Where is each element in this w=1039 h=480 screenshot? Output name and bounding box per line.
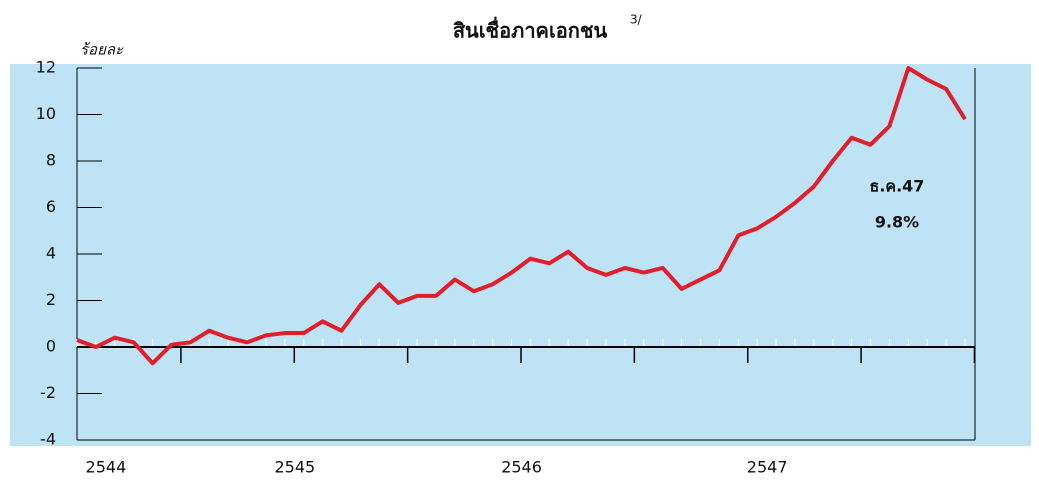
chart-title: สินเชื่อภาคเอกชน: [453, 16, 608, 43]
x-tick-label: 2546: [501, 458, 542, 477]
y-tick-label: 12: [36, 58, 56, 77]
annotation: ธ.ค.47: [870, 177, 925, 196]
x-tick-label: 2547: [747, 458, 788, 477]
annotation: 9.8%: [875, 213, 919, 232]
y-tick-label: -4: [40, 430, 56, 449]
y-tick-label: -2: [40, 383, 56, 402]
y-tick-label: 0: [46, 337, 56, 356]
y-tick-label: 4: [46, 244, 56, 263]
title-note: 3/: [630, 13, 643, 27]
x-tick-label: 2544: [86, 458, 127, 477]
x-tick-label: 2545: [274, 458, 315, 477]
plot-background: [10, 64, 1031, 446]
y-tick-label: 10: [36, 104, 56, 123]
y-tick-label: 8: [46, 151, 56, 170]
data-line: [76, 66, 967, 366]
y-tick-label: 6: [46, 197, 56, 216]
y-tick-label: 2: [46, 290, 56, 309]
y-axis-label: ร้อยละ: [80, 41, 124, 59]
